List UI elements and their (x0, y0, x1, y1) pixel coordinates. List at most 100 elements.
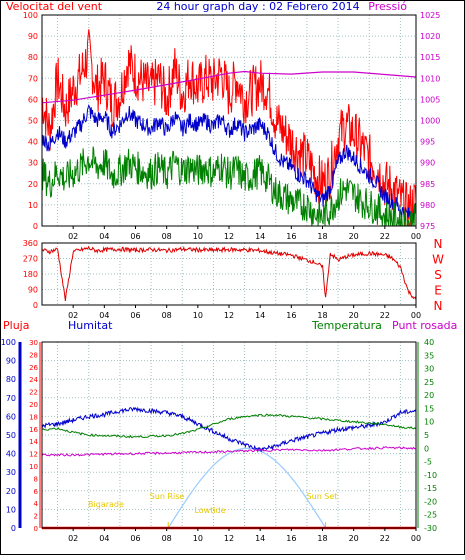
humidity-y-tick-label: 60 (6, 412, 16, 421)
rain-y-tick-label: 14 (29, 438, 38, 446)
rain-y-tick-label: 2 (34, 513, 38, 521)
wind-chart-x-tick-label: 02 (68, 232, 78, 241)
wind-chart-x-tick-label: 20 (349, 232, 359, 241)
humidity-y-tick-label: 80 (6, 375, 16, 384)
wind-chart-x-tick-label: 00 (411, 232, 421, 241)
direction-chart-x-tick-label: 12 (224, 311, 234, 320)
climate-chart-x-tick-label: 00 (411, 534, 421, 543)
wind-speed-y-tick-label: 30 (28, 159, 38, 168)
temperature-y-tick-label: -20 (424, 497, 437, 506)
humidity-y-tick-label: 90 (6, 357, 16, 366)
compass-label: N (434, 299, 443, 313)
pressure-y-tick-label: 1010 (420, 74, 440, 83)
temperature-y-tick-label: 35 (424, 351, 434, 360)
climate-chart-x-tick-label: 20 (349, 534, 359, 543)
direction-chart-x-tick-label: 14 (255, 311, 265, 320)
pressure-y-tick-label: 980 (420, 201, 435, 210)
wind-direction-y-tick-label: 270 (23, 255, 38, 264)
legend-humidity: Humitat (68, 319, 113, 332)
pressure-y-tick-label: 1000 (420, 117, 440, 126)
sun-annotation-label: Sun Rise (150, 492, 185, 501)
wind-direction-y-tick-label: 360 (23, 239, 38, 248)
humidity-series-line (41, 406, 417, 453)
rain-y-tick-label: 26 (29, 364, 38, 372)
pressure-y-tick-label: 1020 (420, 32, 440, 41)
rain-y-tick-label: 16 (29, 426, 38, 434)
legend-temperature: Temperatura (311, 319, 382, 332)
wind-speed-y-tick-label: 60 (28, 95, 38, 104)
climate-chart-x-tick-label: 04 (99, 534, 109, 543)
text-layer: 02 04 06 08 10 12 14 16 18 20 22 001009080706050403… (1, 11, 444, 543)
pressure-axis-label: Pressió (368, 0, 407, 13)
humidity-y-tick-label: 100 (1, 338, 16, 347)
legend-dewpoint: Punt rosada (392, 319, 457, 332)
climate-chart-x-tick-label: 12 (224, 534, 234, 543)
temperature-y-tick-label: 15 (424, 404, 434, 413)
direction-chart-x-tick-label: 04 (99, 311, 109, 320)
humidity-y-tick-label: 0 (11, 524, 16, 533)
wind_avg-series-line (41, 103, 417, 222)
direction-chart-x-tick-label: 22 (380, 311, 390, 320)
wind-chart-x-tick-label: 10 (193, 232, 203, 241)
wind-chart-x-tick-label: 22 (380, 232, 390, 241)
wind-speed-axis-label: Velocitat del vent (6, 0, 103, 13)
rain-y-tick-label: 4 (34, 500, 39, 508)
wind-chart-x-tick-label: 08 (162, 232, 172, 241)
temperature-y-tick-label: -30 (424, 524, 437, 533)
wind-speed-y-tick-label: 10 (28, 201, 38, 210)
compass-label: N (434, 237, 443, 251)
compass-label: E (434, 284, 442, 298)
wind-chart-x-tick-label: 12 (224, 232, 234, 241)
sun-annotation-label: Bigarade (88, 500, 124, 509)
rain-y-tick-label: 18 (29, 413, 38, 421)
wind-speed-y-tick-label: 20 (28, 180, 38, 189)
wind-chart-x-tick-label: 14 (255, 232, 265, 241)
pressure-y-tick-label: 1025 (420, 11, 440, 20)
wind-speed-y-tick-label: 50 (28, 117, 38, 126)
temperature-y-tick-label: -10 (424, 471, 437, 480)
wind-direction-series-line (41, 245, 417, 302)
wind-speed-y-tick-label: 70 (28, 74, 38, 83)
wind-direction-y-tick-label: 90 (28, 286, 38, 295)
climate-chart-x-tick-label: 10 (193, 534, 203, 543)
climate-chart-x-tick-label: 06 (130, 534, 140, 543)
pressure-y-tick-label: 1005 (420, 95, 440, 104)
legend-rain: Pluja (3, 319, 29, 332)
axes-layer (18, 14, 419, 531)
dewpoint-series-line (41, 446, 416, 457)
sun-annotation-label: Sun Set (307, 492, 338, 501)
climate-chart-x-tick-label: 18 (317, 534, 327, 543)
rain-y-tick-label: 22 (29, 389, 38, 397)
sun-annotation-label: Lowtide (194, 506, 225, 515)
wind-direction-y-tick-label: 0 (33, 301, 38, 310)
wind-chart-x-tick-label: 18 (317, 232, 327, 241)
temperature-y-tick-label: 0 (424, 444, 429, 453)
wind-speed-y-tick-label: 0 (33, 222, 38, 231)
temperature-y-tick-label: 40 (424, 338, 434, 347)
wind-chart-x-tick-label: 16 (286, 232, 296, 241)
rain-y-tick-label: 8 (34, 475, 38, 483)
direction-chart-x-tick-label: 02 (68, 311, 78, 320)
pressure-y-tick-label: 995 (420, 138, 435, 147)
rain-y-tick-label: 20 (29, 401, 38, 409)
direction-chart-x-tick-label: 08 (162, 311, 172, 320)
rain-y-tick-label: 12 (29, 451, 38, 459)
daylight-curve (167, 447, 327, 529)
compass-label: S (434, 268, 442, 282)
pressure-y-tick-label: 985 (420, 180, 435, 189)
climate-chart-x-tick-label: 02 (68, 534, 78, 543)
wind-speed-y-tick-label: 90 (28, 32, 38, 41)
direction-chart-x-tick-label: 10 (193, 311, 203, 320)
pressure-y-tick-label: 990 (420, 159, 435, 168)
pressure-series-line (41, 70, 417, 104)
temperature-y-tick-label: 10 (424, 418, 434, 427)
rain-y-tick-label: 0 (34, 525, 38, 533)
humidity-y-tick-label: 20 (6, 487, 16, 496)
humidity-y-tick-label: 10 (6, 505, 16, 514)
temperature-y-tick-label: 5 (424, 431, 429, 440)
wind-direction-y-tick-label: 180 (23, 270, 38, 279)
wind-speed-y-tick-label: 80 (28, 53, 38, 62)
climate-chart-x-tick-label: 14 (255, 534, 265, 543)
rain-y-tick-label: 10 (29, 463, 38, 471)
